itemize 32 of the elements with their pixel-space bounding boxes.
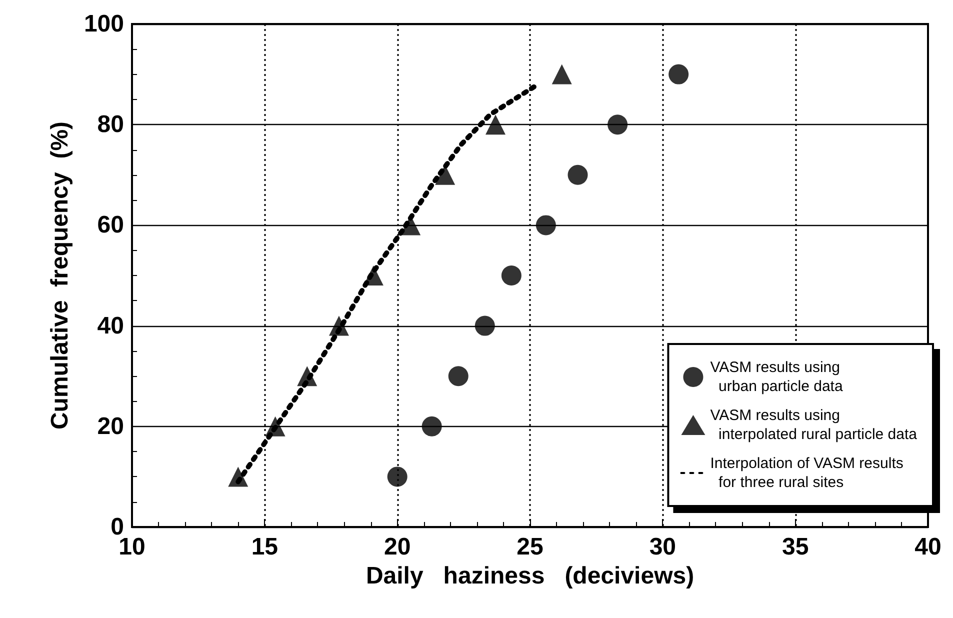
point: [536, 215, 556, 236]
point: [448, 366, 468, 386]
point: [297, 366, 318, 386]
point: [328, 316, 349, 336]
x-tick-label: 40: [914, 534, 942, 560]
point: [474, 316, 495, 336]
legend-label: Interpolation of VASM results for three rural sites: [710, 455, 904, 491]
legend-label: VASM results using urban particle data: [710, 359, 844, 395]
point: [486, 114, 506, 135]
x-tick-label: 10: [118, 534, 146, 560]
point: [608, 114, 628, 135]
y-tick-label: 40: [97, 312, 124, 340]
y-axis-title: Cumulative frequency (%): [46, 121, 74, 430]
point: [501, 266, 522, 286]
point: [422, 416, 442, 436]
y-tick-label: 100: [84, 10, 124, 38]
point: [265, 416, 286, 436]
x-tick-label: 15: [251, 534, 278, 560]
point: [228, 466, 248, 487]
point: [552, 64, 572, 84]
y-tick-label: 80: [97, 111, 124, 138]
x-tick-label: 30: [649, 534, 676, 560]
legend-label: VASM results using interpolated rural particle data: [710, 407, 918, 443]
x-tick-label: 25: [516, 534, 544, 560]
x-tick-label: 35: [782, 534, 809, 560]
y-tick-label: 60: [97, 212, 124, 239]
point: [668, 64, 689, 84]
x-tick-label: 20: [384, 534, 411, 560]
point: [568, 164, 588, 185]
x-axis-title: Daily haziness (deciviews): [366, 562, 694, 590]
y-tick-label: 20: [97, 412, 124, 440]
point: [387, 466, 408, 487]
